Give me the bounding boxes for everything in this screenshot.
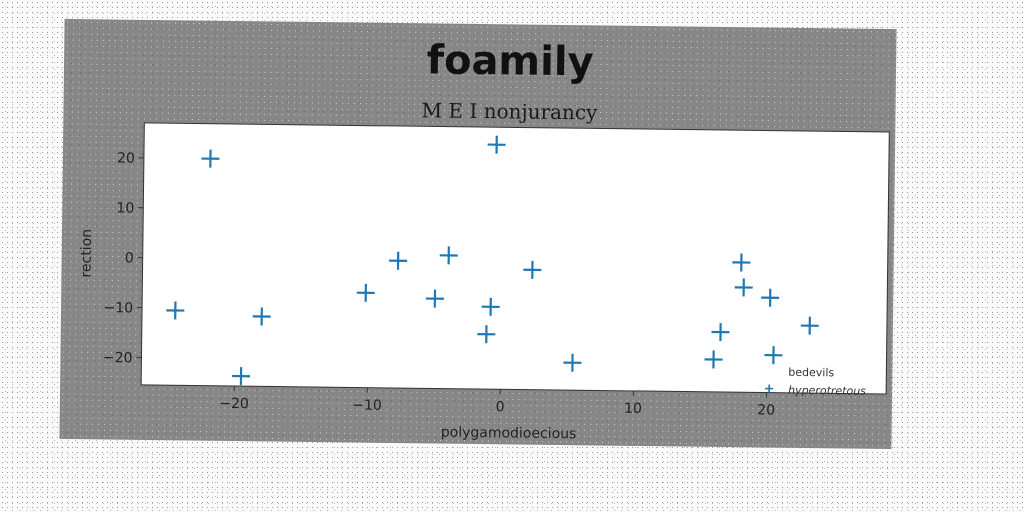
legend-marker-hyperotretous xyxy=(765,384,774,393)
y-tick-label: 10 xyxy=(116,200,134,216)
scatter-point xyxy=(356,283,375,302)
figure-group: foamily M E I nonjurancy −20 −10 0 10 20 −20… xyxy=(78,37,890,443)
legend-label-hyperotretous: hyperotretous xyxy=(788,384,866,398)
chart-title: foamily xyxy=(426,37,594,85)
scatter-point xyxy=(523,260,542,279)
x-axis-ticks: −20 −10 0 10 20 xyxy=(219,386,775,419)
y-axis-label: rection xyxy=(78,229,95,278)
plot-area xyxy=(140,122,890,395)
legend: bedevils hyperotretous xyxy=(765,366,866,398)
scatter-point xyxy=(252,307,271,326)
scatter-point xyxy=(487,135,506,154)
legend-label-bedevils: bedevils xyxy=(788,366,834,380)
scatter-point xyxy=(704,350,723,369)
x-tick-label: −10 xyxy=(352,397,382,413)
x-tick-label: 0 xyxy=(496,399,505,415)
scatter-point xyxy=(477,325,496,344)
scatter-point xyxy=(732,253,751,272)
y-tick-label: −10 xyxy=(103,300,133,316)
y-tick-label: −20 xyxy=(103,350,133,366)
scatter-point xyxy=(232,367,251,386)
scatter-point xyxy=(201,149,220,168)
x-tick-label: −20 xyxy=(219,396,249,412)
y-tick-label: 20 xyxy=(117,151,135,167)
chart-subtitle: M E I nonjurancy xyxy=(421,98,598,124)
scatter-point xyxy=(800,316,819,335)
x-tick-label: 20 xyxy=(757,402,775,418)
scatter-point xyxy=(389,251,408,270)
scatter-point xyxy=(425,289,444,308)
scatter-point xyxy=(166,301,185,320)
scatter-point xyxy=(734,278,753,297)
scatter-point xyxy=(481,297,500,316)
y-axis-ticks: −20 −10 0 10 20 xyxy=(103,151,144,366)
scatter-point xyxy=(711,323,730,342)
scatter-point xyxy=(761,288,780,307)
data-points xyxy=(166,135,819,386)
scatter-point xyxy=(439,246,458,265)
scatter-point xyxy=(563,353,582,372)
x-tick-label: 10 xyxy=(624,401,642,417)
x-axis-label: polygamodioecious xyxy=(441,425,577,443)
scatter-point xyxy=(764,346,783,365)
y-tick-label: 0 xyxy=(125,250,134,266)
